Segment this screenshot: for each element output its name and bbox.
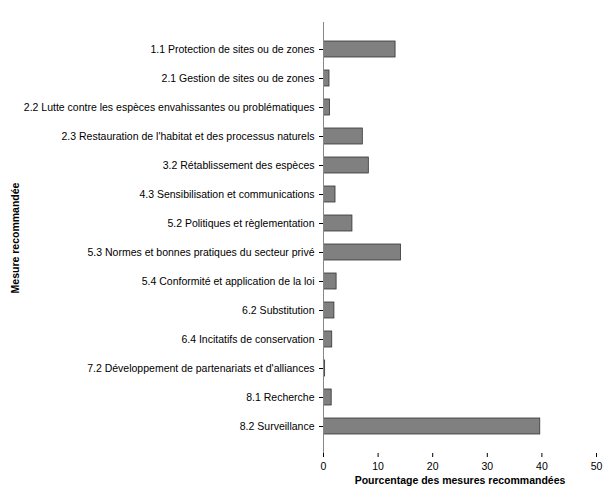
svg-text:1.1 Protection de sites ou de: 1.1 Protection de sites ou de zones	[150, 43, 314, 55]
svg-text:8.1 Recherche: 8.1 Recherche	[246, 391, 314, 403]
svg-text:5.2 Politiques et règlementati: 5.2 Politiques et règlementation	[167, 217, 314, 229]
svg-text:20: 20	[427, 460, 439, 472]
svg-text:30: 30	[481, 460, 493, 472]
svg-text:6.2 Substitution: 6.2 Substitution	[242, 304, 315, 316]
svg-text:5.4 Conformité et application: 5.4 Conformité et application de la loi	[142, 275, 315, 287]
svg-text:40: 40	[536, 460, 548, 472]
svg-text:Mesure recommandée: Mesure recommandée	[9, 182, 21, 293]
svg-text:8.2 Surveillance: 8.2 Surveillance	[240, 420, 315, 432]
svg-text:2.3 Restauration de l'habitat: 2.3 Restauration de l'habitat et des pro…	[62, 130, 315, 142]
svg-text:50: 50	[591, 460, 603, 472]
svg-text:10: 10	[372, 460, 384, 472]
svg-text:6.4 Incitatifs de conservation: 6.4 Incitatifs de conservation	[181, 333, 314, 345]
svg-text:5.3 Normes et bonnes pratiques: 5.3 Normes et bonnes pratiques du secteu…	[87, 246, 314, 258]
svg-text:7.2 Développement de partenari: 7.2 Développement de partenariats et d'a…	[87, 362, 314, 374]
svg-text:0: 0	[321, 460, 327, 472]
svg-text:Pourcentage des mesures recomm: Pourcentage des mesures recommandées	[355, 474, 566, 486]
svg-text:2.1 Gestion de sites ou de zon: 2.1 Gestion de sites ou de zones	[162, 72, 315, 84]
svg-text:4.3 Sensibilisation et communi: 4.3 Sensibilisation et communications	[139, 188, 314, 200]
svg-text:2.2 Lutte contre les espèces e: 2.2 Lutte contre les espèces envahissant…	[24, 101, 315, 113]
svg-text:3.2 Rétablissement des espèces: 3.2 Rétablissement des espèces	[163, 159, 315, 171]
